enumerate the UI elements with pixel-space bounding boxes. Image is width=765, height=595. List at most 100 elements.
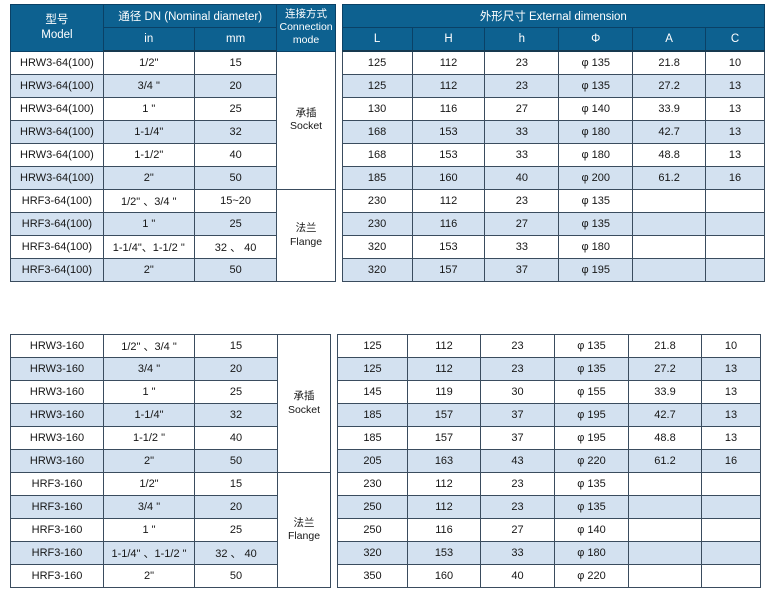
cell: HRF3-160 xyxy=(10,564,104,588)
cell: 112 xyxy=(407,472,481,496)
cell: φ 220 xyxy=(554,449,629,473)
cell xyxy=(632,212,707,236)
cell: 168 xyxy=(341,120,413,144)
cell: HRF3-64(100) xyxy=(10,212,104,236)
cell: HRF3-160 xyxy=(10,495,104,519)
cell: HRW3-160 xyxy=(10,334,104,358)
table-row: 185 157 37 φ 195 48.8 13 xyxy=(337,426,761,450)
header-col-C: C xyxy=(705,27,765,52)
table-row: 230 112 23 φ 135 xyxy=(337,472,761,496)
table-row: 130 116 27 φ 140 33.9 13 xyxy=(341,97,765,121)
cell xyxy=(705,189,765,213)
table-row: 185 160 40 φ 200 61.2 16 xyxy=(341,166,765,190)
cell: 23 xyxy=(480,334,555,358)
cell: φ 135 xyxy=(554,495,629,519)
cell: 1 " xyxy=(103,380,195,404)
header-connection-mode: 连接方式 Connection mode xyxy=(276,4,336,52)
cell: 125 xyxy=(337,334,408,358)
cell: HRF3-64(100) xyxy=(10,235,104,259)
cell: φ 135 xyxy=(554,334,629,358)
cell: 1-1/2" xyxy=(102,143,195,167)
cell xyxy=(632,189,707,213)
cell: 43 xyxy=(480,449,555,473)
cell: 125 xyxy=(341,74,413,98)
cell: 33.9 xyxy=(628,380,702,404)
cell xyxy=(628,541,702,565)
cell: 163 xyxy=(407,449,481,473)
cell: 37 xyxy=(480,403,555,427)
cell: 185 xyxy=(341,166,413,190)
table-row: 350 160 40 φ 220 xyxy=(337,564,761,588)
cell xyxy=(701,564,761,588)
cell: 3/4 " xyxy=(103,495,195,519)
cell: HRF3-64(100) xyxy=(10,189,104,213)
cell: 32 xyxy=(193,120,278,144)
cell: 13 xyxy=(705,143,765,167)
cell: 33 xyxy=(484,235,560,259)
table-row: 205 163 43 φ 220 61.2 16 xyxy=(337,449,761,473)
connection-mode-cell: 承插 Socket xyxy=(276,50,336,190)
cell xyxy=(628,518,702,542)
header-col-phi: Φ xyxy=(558,27,634,52)
cell: 230 xyxy=(341,189,413,213)
cell: 157 xyxy=(407,403,481,427)
cell: HRW3-160 xyxy=(10,403,104,427)
right-table-160: 125 112 23 φ 135 21.8 10 125 112 23 φ 135 27.2 13 14… xyxy=(337,334,761,588)
cell: φ 180 xyxy=(558,120,634,144)
cell: 2" xyxy=(102,258,195,282)
cell: 1-1/4"、1-1/2 " xyxy=(102,235,195,259)
table-row: HRF3-160 1/2" 15 法兰 Flange xyxy=(10,472,331,588)
cell: φ 220 xyxy=(554,564,629,588)
cell: 1/2" xyxy=(103,472,195,496)
cell: 40 xyxy=(484,166,560,190)
table-row: 125 112 23 φ 135 21.8 10 xyxy=(341,50,765,75)
header-model: 型号 Model xyxy=(10,4,104,52)
table-row: 168 153 33 φ 180 42.7 13 xyxy=(341,120,765,144)
table-row: 320 153 33 φ 180 xyxy=(337,541,761,565)
cell: HRF3-160 xyxy=(10,518,104,542)
cell: φ 180 xyxy=(558,143,634,167)
cell: HRF3-160 xyxy=(10,541,104,565)
header-col-H: H xyxy=(411,27,486,52)
cell: φ 195 xyxy=(558,258,634,282)
cell: 157 xyxy=(411,258,486,282)
cell: 33 xyxy=(480,541,555,565)
table-row: HRF3-160 1 " 25 xyxy=(10,518,331,542)
table-row: HRW3-160 3/4 " 20 xyxy=(10,357,331,381)
table-row: HRF3-64(100) 1/2" 、3/4 " 15~20 法兰 Flange xyxy=(10,189,336,282)
cell: 32 xyxy=(194,403,278,427)
cell: 13 xyxy=(701,380,761,404)
cell: 1 " xyxy=(102,97,195,121)
cell: 21.8 xyxy=(632,50,707,75)
cell: 30 xyxy=(480,380,555,404)
cell: 23 xyxy=(480,357,555,381)
cell: φ 135 xyxy=(554,357,629,381)
left-table-body: HRW3-64(100) 1/2" 15 承插 Socket HRW3-64(100) 3… xyxy=(10,50,336,282)
cell: 112 xyxy=(411,50,486,75)
cell: 112 xyxy=(407,495,481,519)
cell: 125 xyxy=(341,50,413,75)
table-row: HRF3-160 1-1/4" 、1-1/2 " 32 、 40 xyxy=(10,541,331,565)
cell: 1 " xyxy=(102,212,195,236)
cell: 185 xyxy=(337,403,408,427)
header-col-h: h xyxy=(484,27,560,52)
cell xyxy=(701,472,761,496)
cell: 15 xyxy=(194,334,278,358)
cell: φ 140 xyxy=(558,97,634,121)
cell: 2" xyxy=(103,564,195,588)
cell: 112 xyxy=(407,357,481,381)
table-row: 320 153 33 φ 180 xyxy=(341,235,765,259)
cell: 185 xyxy=(337,426,408,450)
cell: 1/2" 、3/4 " xyxy=(102,189,195,213)
cell: 20 xyxy=(193,74,278,98)
cell: 25 xyxy=(193,212,278,236)
table-row: 320 157 37 φ 195 xyxy=(341,258,765,282)
cell: 50 xyxy=(193,166,278,190)
cell: 230 xyxy=(341,212,413,236)
table-row: HRF3-64(100) 2" 50 xyxy=(10,258,336,282)
header-nominal-diameter: 通径 DN (Nominal diameter) xyxy=(102,4,278,28)
cell: φ 155 xyxy=(554,380,629,404)
cell: 145 xyxy=(337,380,408,404)
header-mm: mm xyxy=(193,27,278,52)
cell: 61.2 xyxy=(632,166,707,190)
